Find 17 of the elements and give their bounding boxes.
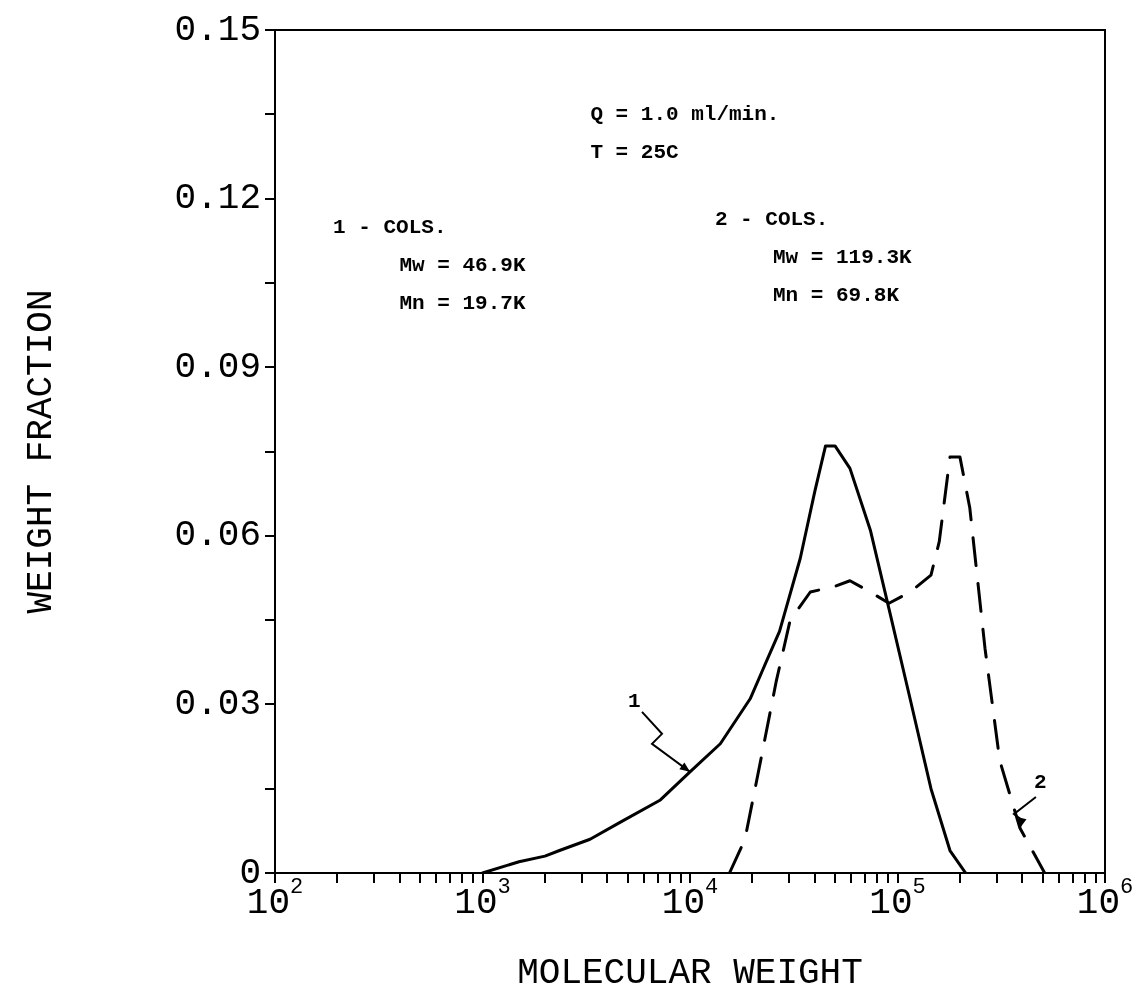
annotation: 2 - COLS.	[714, 207, 829, 231]
annotation: Mn = 19.7K	[399, 292, 526, 316]
annotation: 1 - COLS.	[333, 216, 447, 240]
annotation: 1	[628, 690, 641, 714]
annotation: 2	[1033, 771, 1047, 795]
annotation: Q = 1.0 ml/min.	[590, 102, 780, 126]
y-axis-title: WEIGHT FRACTION	[21, 289, 63, 614]
annotation: Mn = 69.8K	[773, 283, 900, 307]
y-tick-label: 0.15	[174, 9, 262, 51]
x-axis-title: MOLECULAR WEIGHT	[517, 952, 863, 994]
y-tick-label: 0.09	[174, 346, 262, 388]
y-tick-label: 0.03	[174, 683, 262, 725]
y-tick-label: 0.06	[174, 515, 262, 557]
annotation: Mw = 46.9K	[399, 254, 526, 278]
y-tick-label: 0.12	[174, 178, 262, 220]
annotation: T = 25C	[590, 140, 680, 164]
annotation: Mw = 119.3K	[773, 245, 913, 269]
